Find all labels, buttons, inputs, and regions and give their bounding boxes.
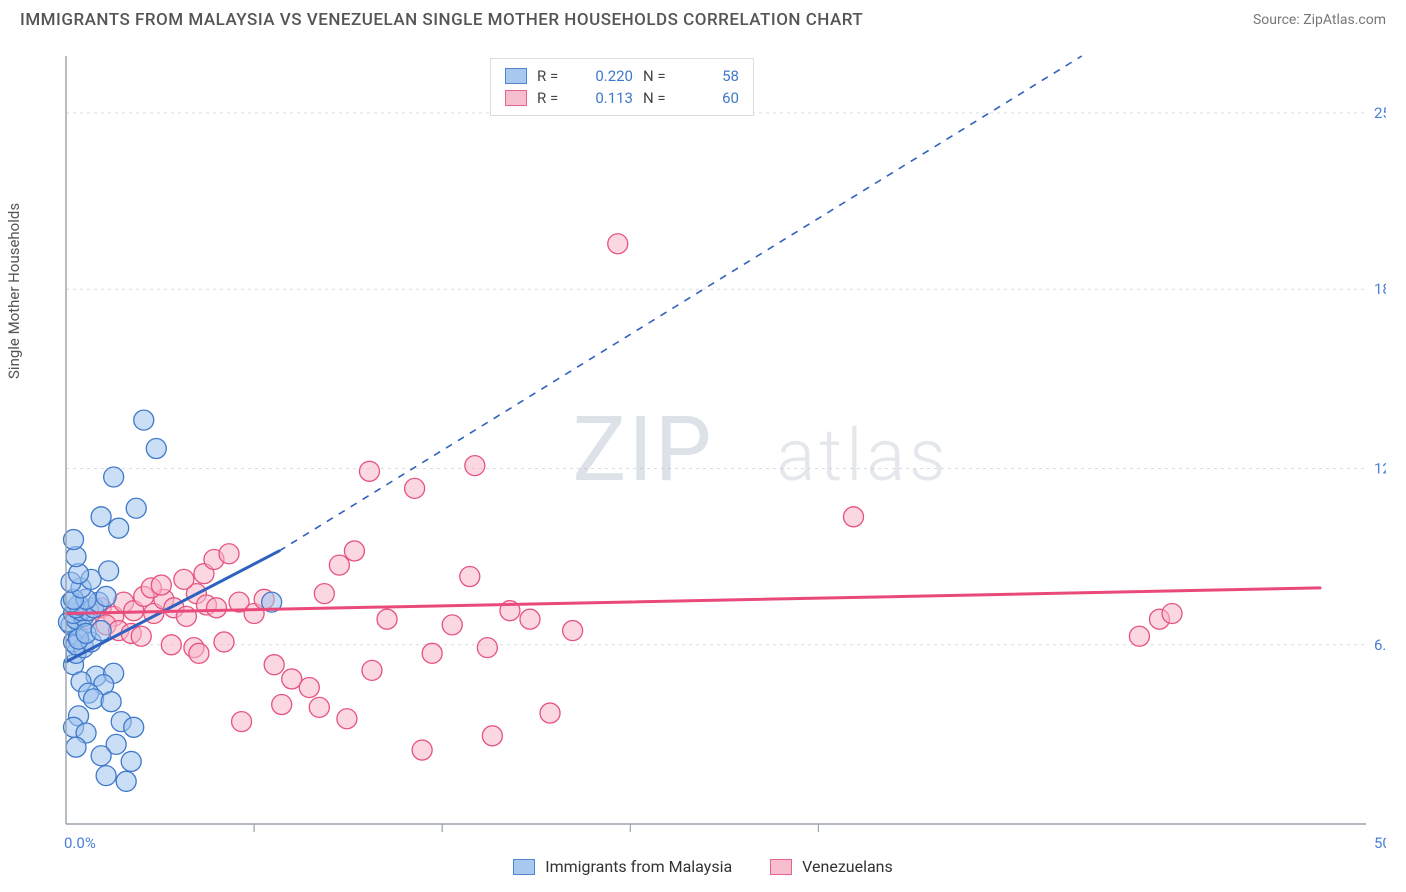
legend-n-value-malaysia: 58 — [681, 67, 739, 85]
legend-item-malaysia: Immigrants from Malaysia — [513, 857, 732, 876]
svg-text:6.3%: 6.3% — [1374, 636, 1386, 654]
legend-n-value-venezuela: 60 — [681, 89, 739, 107]
legend-r-value-malaysia: 0.220 — [575, 67, 633, 85]
chart-header: IMMIGRANTS FROM MALAYSIA VS VENEZUELAN S… — [0, 0, 1406, 36]
legend-label-venezuela: Venezuelans — [802, 857, 893, 876]
svg-text:18.8%: 18.8% — [1374, 280, 1386, 298]
legend-swatch-venezuela — [770, 859, 792, 875]
svg-text:25.0%: 25.0% — [1374, 104, 1386, 122]
legend-swatch-malaysia — [505, 68, 527, 84]
svg-text:0.0%: 0.0% — [64, 834, 96, 852]
legend-swatch-venezuela — [505, 90, 527, 106]
chart-area: Single Mother Households 6.3%12.5%18.8%2… — [20, 44, 1386, 872]
svg-text:ZIP: ZIP — [572, 397, 713, 502]
legend-n-label: N = — [643, 89, 671, 107]
legend-r-label: R = — [537, 89, 565, 107]
legend-label-malaysia: Immigrants from Malaysia — [545, 857, 732, 876]
correlation-legend: R = 0.220 N = 58 R = 0.113 N = 60 — [490, 58, 754, 116]
legend-swatch-malaysia — [513, 859, 535, 875]
legend-row-venezuela: R = 0.113 N = 60 — [505, 87, 739, 109]
legend-item-venezuela: Venezuelans — [770, 857, 893, 876]
series-legend: Immigrants from Malaysia Venezuelans — [20, 857, 1386, 876]
legend-row-malaysia: R = 0.220 N = 58 — [505, 65, 739, 87]
legend-r-value-venezuela: 0.113 — [575, 89, 633, 107]
svg-text:50.0%: 50.0% — [1374, 834, 1386, 852]
y-axis-label: Single Mother Households — [5, 203, 23, 379]
legend-n-label: N = — [643, 67, 671, 85]
chart-title: IMMIGRANTS FROM MALAYSIA VS VENEZUELAN S… — [20, 10, 863, 30]
svg-text:12.5%: 12.5% — [1374, 459, 1386, 477]
scatter-chart-svg: 6.3% 12.5% 18.8% 25.0% ZIP atlas 0.0% 50.0% — [20, 44, 1386, 872]
chart-source: Source: ZipAtlas.com — [1253, 12, 1386, 28]
legend-r-label: R = — [537, 67, 565, 85]
svg-text:atlas: atlas — [776, 413, 949, 498]
